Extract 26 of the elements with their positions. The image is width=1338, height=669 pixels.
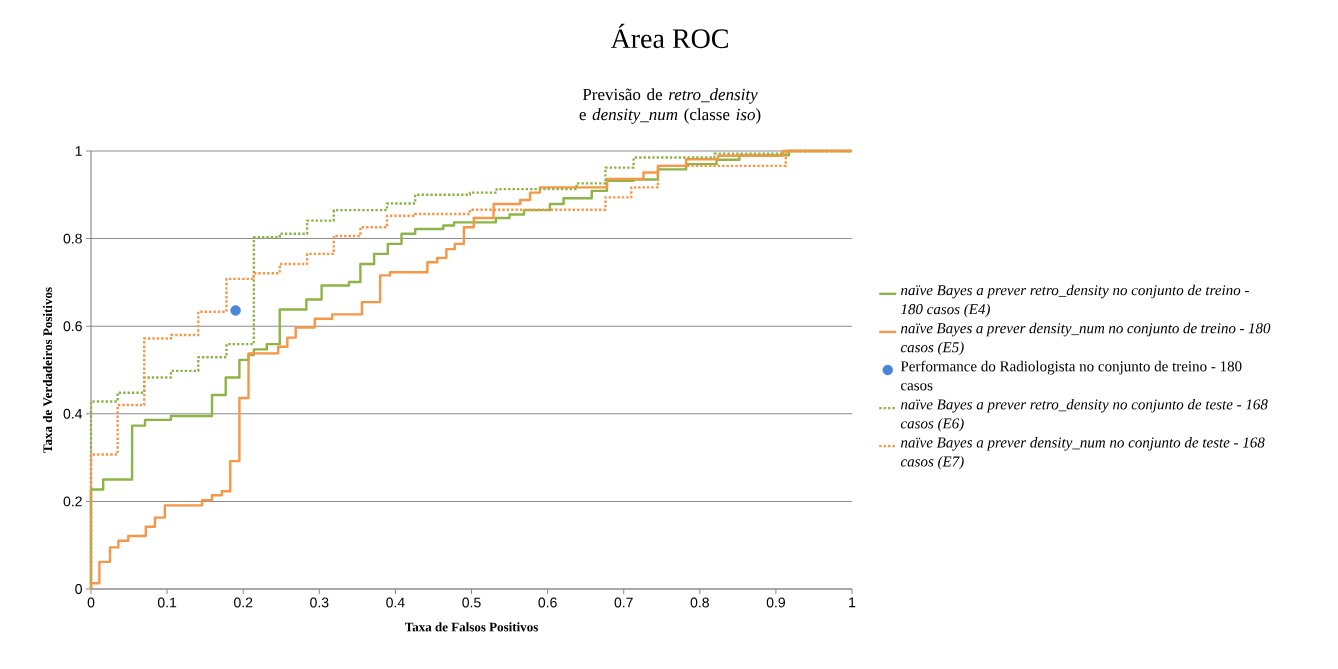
chart-title: Área ROC	[610, 23, 728, 49]
y-tick-label: 1	[75, 146, 82, 156]
x-tick-label: 0.9	[766, 597, 785, 608]
x-axis-title: Taxa de Falsos Positivos	[404, 622, 538, 632]
legend-label: naïve Bayes a prever retro_density no conjunto de teste - 168 casos (E6)	[900, 398, 1268, 432]
x-tick-label: 0	[87, 597, 95, 608]
y-tick-label: 0	[75, 584, 82, 594]
y-tick-label: 0.2	[63, 496, 82, 507]
legend-label: naïve Bayes a prever density_num no conjunto de teste - 168 casos (E7)	[900, 437, 1265, 470]
x-tick-label: 0.8	[690, 597, 709, 608]
x-tick-label: 0.4	[386, 597, 405, 608]
legend-label: Performance do Radiologista no conjunto de treino - 180 casos	[900, 360, 1242, 391]
x-tick-label: 0.3	[310, 597, 329, 608]
x-tick-label: 0.1	[157, 597, 177, 608]
x-tick-label: 0.5	[462, 597, 481, 608]
x-tick-label: 0.6	[538, 597, 557, 608]
x-tick-label: 0.7	[614, 597, 633, 608]
legend-label: naïve Bayes a prever retro_density no conjunto de treino - 180 casos (E4)	[900, 284, 1249, 318]
y-tick-label: 0.6	[63, 321, 82, 332]
x-tick-label: 0.2	[234, 597, 253, 608]
legend-label: naïve Bayes a prever density_num no conjunto de treino - 180 casos (E5)	[900, 322, 1271, 356]
y-tick-label: 0.8	[63, 233, 82, 244]
x-tick-label: 1	[849, 597, 856, 608]
y-axis-title: Taxa de Verdadeiros Positivos	[42, 287, 53, 453]
text: Previsão de retro_density e density_num (classe iso)	[579, 88, 761, 124]
y-tick-label: 0.4	[63, 408, 83, 419]
